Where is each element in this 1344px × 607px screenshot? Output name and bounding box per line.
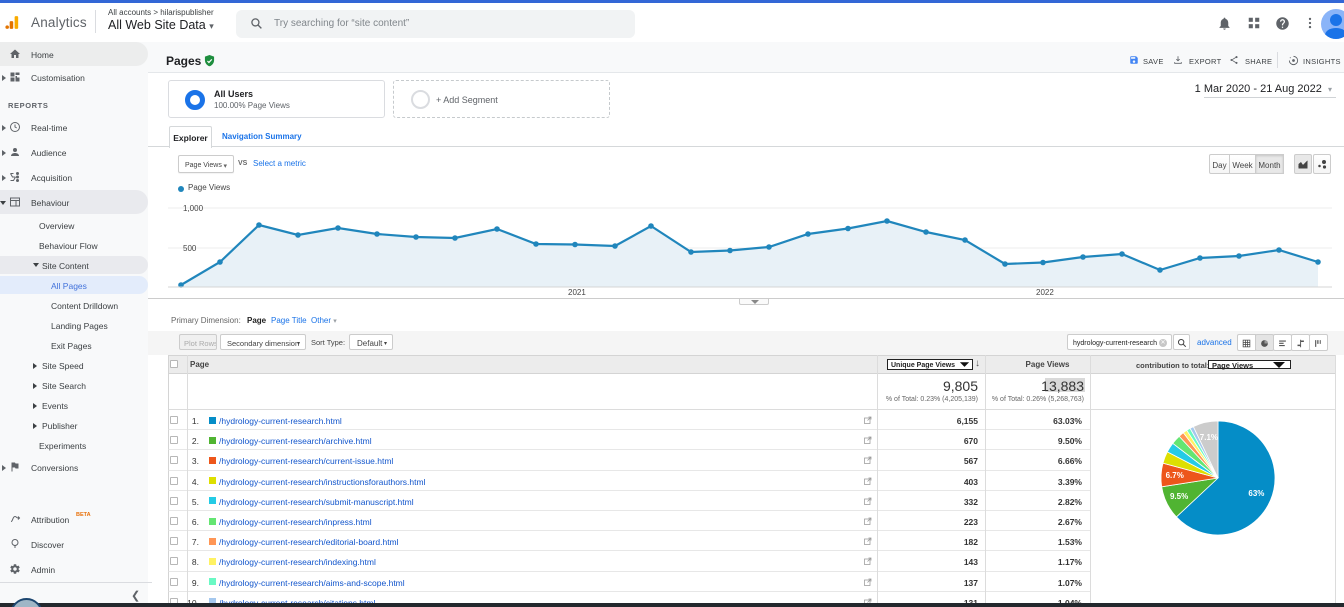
svg-text:500: 500 <box>183 244 197 253</box>
svg-text:7.1%: 7.1% <box>1200 433 1218 442</box>
svg-text:6.7%: 6.7% <box>1166 471 1184 480</box>
svg-text:1,000: 1,000 <box>183 204 204 213</box>
svg-text:63%: 63% <box>1248 489 1264 498</box>
svg-text:9.5%: 9.5% <box>1170 492 1188 501</box>
